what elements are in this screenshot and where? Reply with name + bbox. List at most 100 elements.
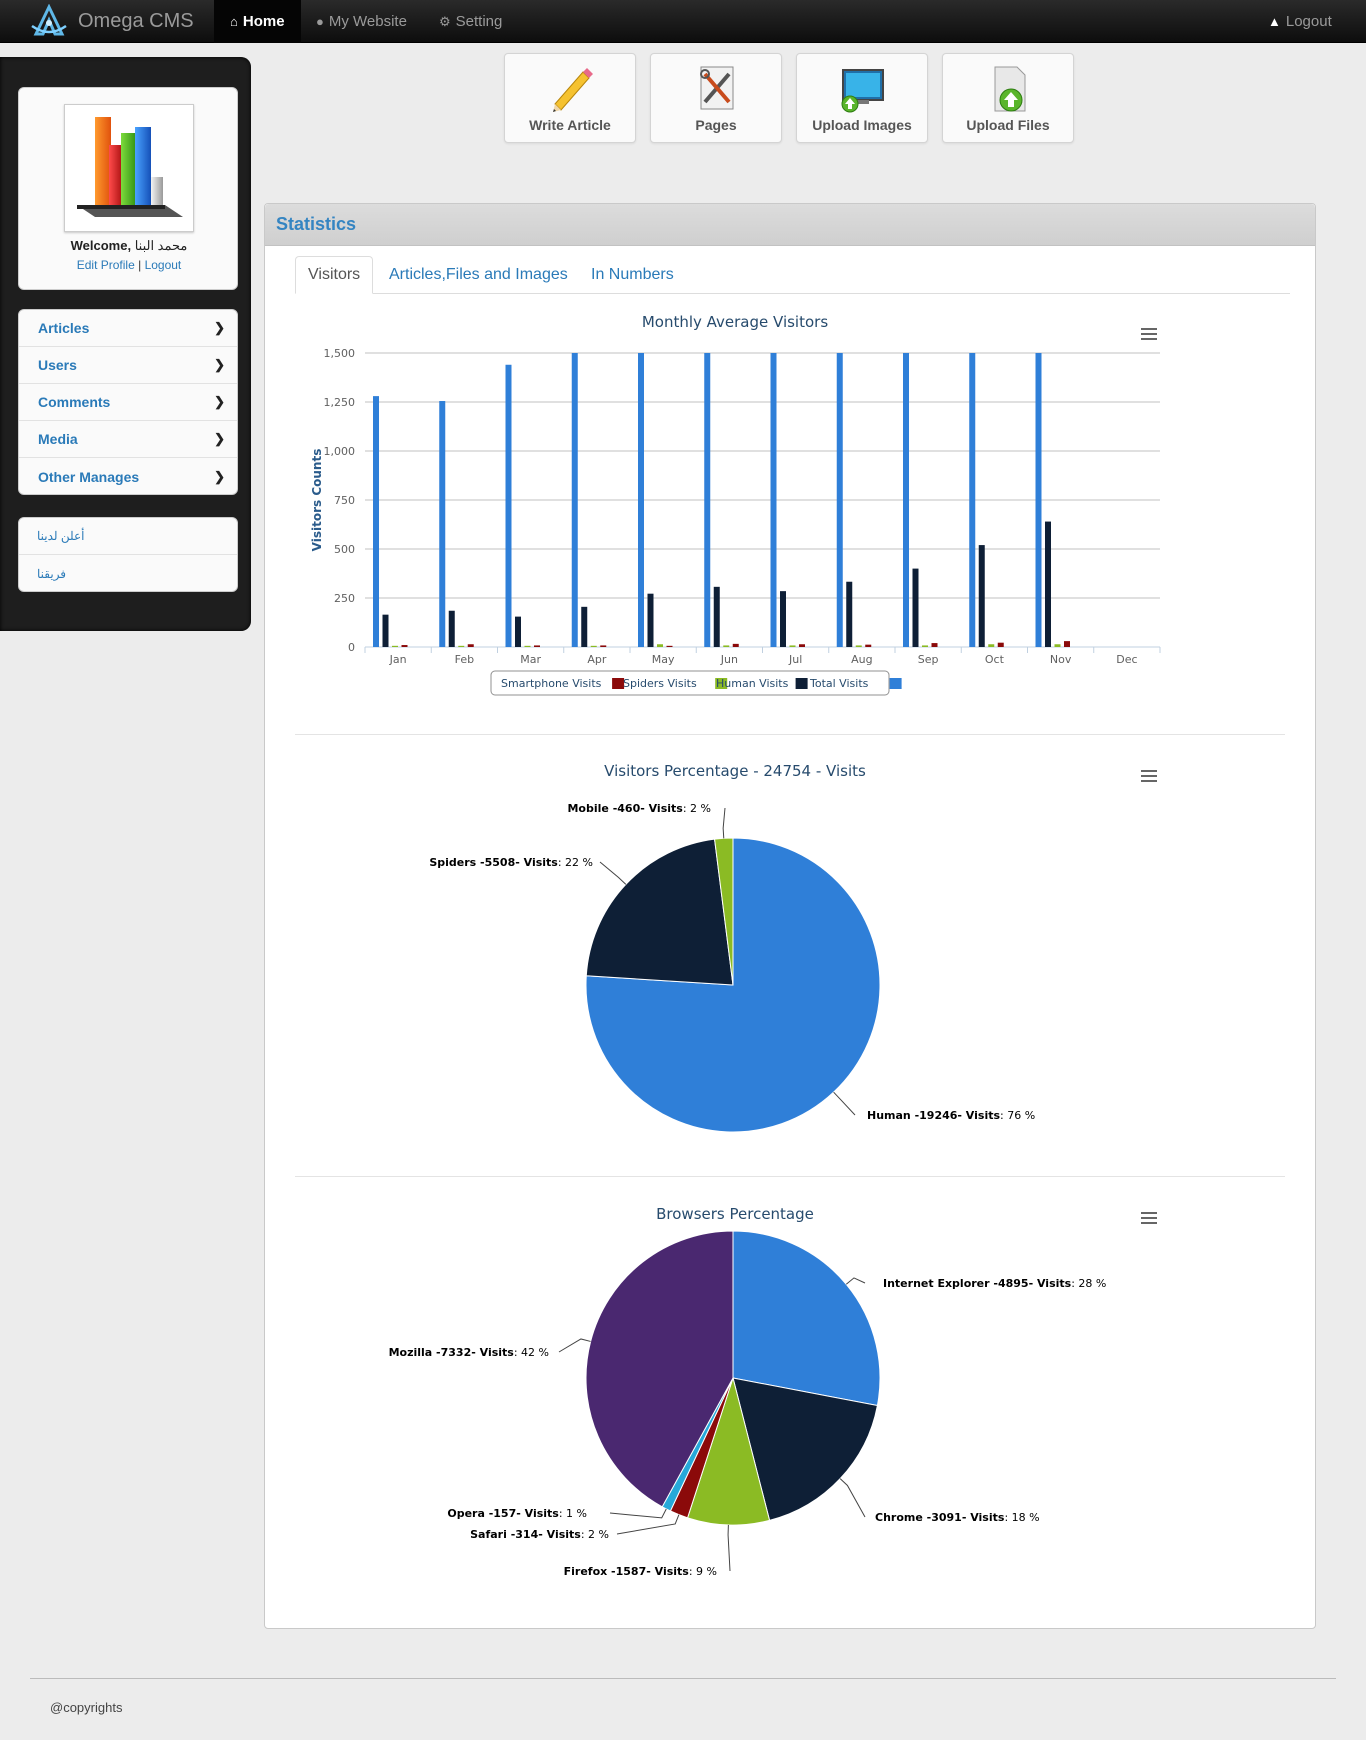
pie-slice [686,1376,771,1526]
pie-label: Human -19246- Visits: 76 % [867,1109,1035,1122]
x-tick-label: Feb [455,653,474,666]
pie-label-pct: : 2 % [683,802,711,815]
bar-human-visits [647,593,654,647]
y-tick-label: 250 [334,592,355,605]
bar-spiders-visits [922,645,928,647]
quick-button-label: Write Article [529,117,611,133]
bar-human-visits [1045,521,1051,647]
y-tick-label: 1,500 [324,347,356,360]
nav-home[interactable]: ⌂ Home [214,0,301,43]
pie-label-pct: : 28 % [1071,1277,1106,1290]
pages-button[interactable]: Pages [650,53,782,143]
upload-files-button[interactable]: Upload Files [942,53,1074,143]
chart-menu-icon[interactable] [1141,328,1157,340]
pie-label: Safari -314- Visits: 2 % [470,1528,609,1541]
pie-connector [727,1524,731,1572]
legend-swatch [715,678,728,689]
bar-smartphone-visits [931,643,938,647]
chart-menu-icon[interactable] [1141,770,1157,782]
profile-box: Welcome, محمد البنا Edit Profile | Logou… [18,87,238,290]
pie-label: Mobile -460- Visits: 2 % [567,802,711,815]
tab-bar: Visitors Articles,Files and Images In Nu… [295,256,1290,294]
sidebar-item-articles[interactable]: Articles ❯ [19,310,237,347]
pie-label-name: Spiders -5508- Visits [429,856,558,869]
chevron-right-icon: ❯ [214,320,225,335]
chevron-right-icon: ❯ [214,394,225,409]
nav-logout[interactable]: ▲ Logout [1268,0,1332,43]
sidebar-item-users[interactable]: Users ❯ [19,347,237,384]
pie-label-name: Internet Explorer -4895- Visits [883,1277,1072,1290]
bar-smartphone-visits [997,642,1004,647]
pie-connector [609,1508,667,1519]
chart-title: Browsers Percentage [656,1205,814,1223]
upload-images-icon [841,69,884,113]
upload-images-button[interactable]: Upload Images [796,53,928,143]
tab-articles-files-images[interactable]: Articles,Files and Images [389,266,568,283]
bar-total-visits [638,353,644,647]
bar-smartphone-visits [1064,641,1070,647]
profile-logout-link[interactable]: Logout [144,258,182,272]
pie-connector [833,1091,856,1116]
pie-label-name: Safari -314- Visits [470,1528,581,1541]
our-team-link[interactable]: فريقنا [37,566,67,581]
sidebar: Welcome, محمد البنا Edit Profile | Logou… [0,57,251,631]
pie-connector [558,1338,591,1353]
legend-swatch [889,678,902,689]
x-tick-label: Sep [918,653,939,666]
legend-swatch [795,678,808,689]
bar-smartphone-visits [799,644,805,647]
x-tick-label: Mar [520,653,541,666]
pie-label: Chrome -3091- Visits: 18 % [875,1511,1040,1524]
write-article-button[interactable]: Write Article [504,53,636,143]
brand[interactable]: Omega CMS [28,4,194,39]
nav-my-website[interactable]: ● My Website [316,0,407,43]
bar-smartphone-visits [732,643,739,647]
sidebar-item-label: Users [38,357,77,373]
y-tick-label: 1,250 [324,396,356,409]
pie-connector [839,1478,866,1518]
chart-title: Monthly Average Visitors [642,313,828,331]
pie-label-pct: : 1 % [559,1507,587,1520]
quick-button-label: Upload Files [966,117,1050,133]
sidebar-item-label: Media [38,431,78,447]
bar-total-visits [969,353,976,647]
avatar [64,104,194,232]
nav-setting[interactable]: ⚙ Setting [439,0,502,43]
pie-slice [732,1230,881,1407]
chart-menu-icon[interactable] [1141,1212,1157,1224]
pie-label: Mozilla -7332- Visits: 42 % [389,1346,549,1359]
app-name: Omega CMS [78,10,194,32]
charts-canvas: Monthly Average Visitors 0 250 500 750 1,000 1… [310,313,1161,1578]
legend-label: Human Visits [716,677,789,690]
bar-human-visits [846,581,853,647]
bar-spiders-visits [590,645,597,647]
pie-label-name: Firefox -1587- Visits [564,1565,690,1578]
bar-human-visits [780,591,786,647]
omega-logo-icon [31,4,67,36]
pie-connector [616,1514,680,1535]
x-tick-label: Aug [851,653,872,666]
tab-visitors[interactable]: Visitors [295,256,374,294]
pie-connector [599,861,627,885]
nav-logout-label: Logout [1285,13,1332,30]
sidebar-links: أعلن لدينا فريقنا [18,517,238,592]
pages-tools-icon [700,66,734,110]
legend-label: Spiders Visits [623,677,697,690]
bar-spiders-visits [855,645,862,647]
y-tick-label: 1,000 [324,445,356,458]
pie-label-name: Chrome -3091- Visits [875,1511,1005,1524]
tab-in-numbers[interactable]: In Numbers [591,266,674,283]
welcome-text: Welcome, محمد البنا [19,238,239,254]
pie-slice [732,1377,878,1521]
sidebar-item-media[interactable]: Media ❯ [19,421,237,458]
quick-button-label: Pages [695,117,737,133]
sidebar-item-other-manages[interactable]: Other Manages ❯ [19,458,237,494]
sidebar-item-comments[interactable]: Comments ❯ [19,384,237,421]
legend-swatch [612,678,625,689]
footer-divider [30,1678,1336,1679]
quick-button-label: Upload Images [812,117,912,133]
pie-label: Internet Explorer -4895- Visits: 28 % [883,1277,1106,1290]
edit-profile-link[interactable]: Edit Profile [76,258,135,272]
pie-slice [585,838,734,986]
advertise-link[interactable]: أعلن لدينا [19,518,237,555]
